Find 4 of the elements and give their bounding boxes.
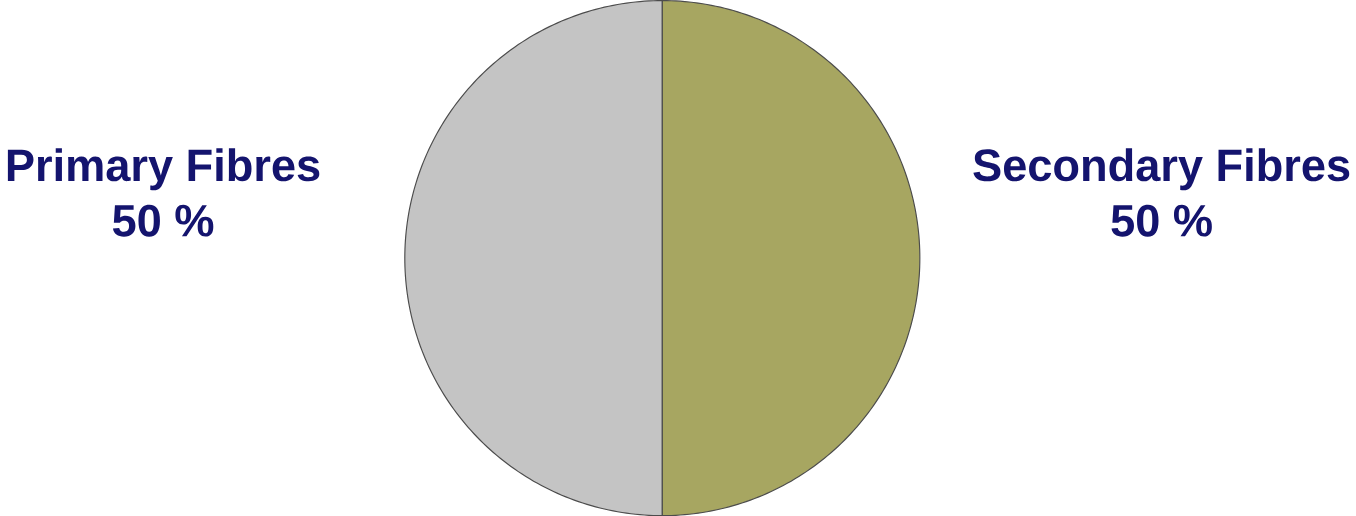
slice-label: Primary Fibres	[7, 148, 320, 191]
data-label: 50 %	[1111, 204, 1212, 237]
data-label: 50 %	[112, 204, 214, 237]
slice-label: Secondary Fibres	[973, 148, 1350, 191]
